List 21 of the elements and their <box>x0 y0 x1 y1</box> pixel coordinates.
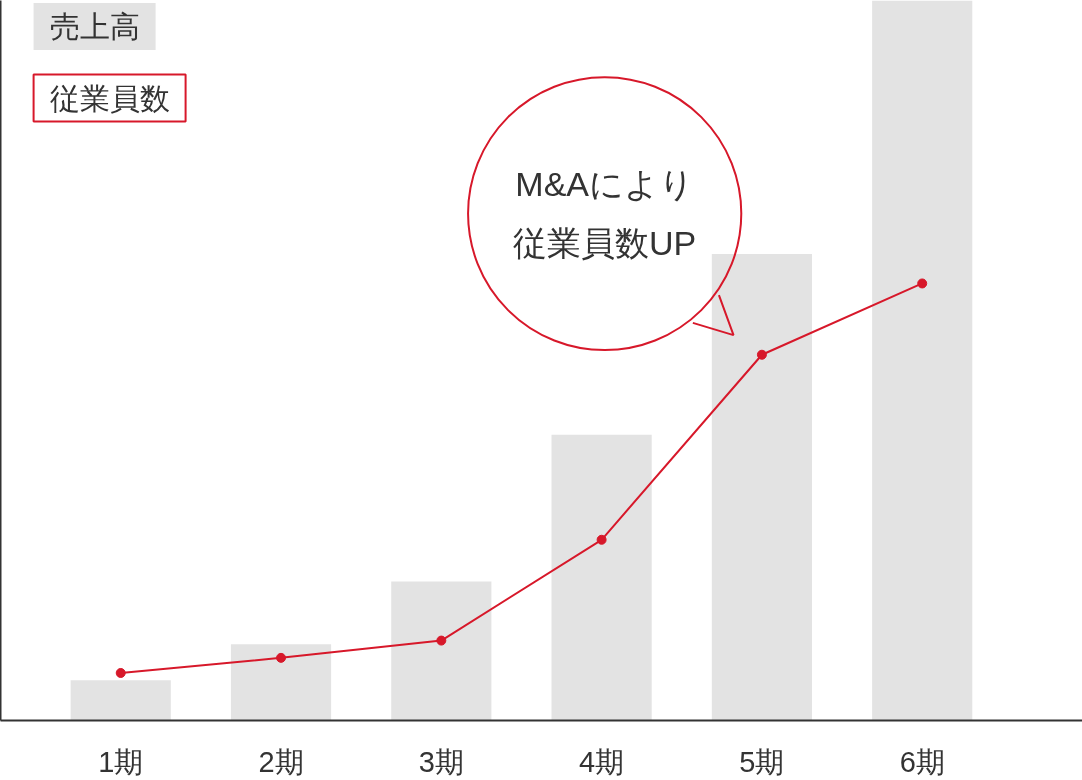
point <box>917 278 928 289</box>
bar <box>391 581 492 721</box>
bar <box>551 434 652 721</box>
x-tick-label: 3期 <box>418 745 464 778</box>
bar <box>70 680 171 721</box>
annotation: M&Aにより従業員数UP <box>513 165 697 263</box>
bar <box>872 0 973 721</box>
x-tick-label: 6期 <box>899 745 945 778</box>
text: 従業員数 <box>49 81 170 115</box>
point <box>596 534 607 545</box>
text: 売上高 <box>49 9 140 43</box>
point <box>436 635 447 646</box>
bar <box>711 253 812 721</box>
x-tick-label: 1期 <box>98 745 144 778</box>
point <box>115 667 126 678</box>
bar <box>230 644 332 721</box>
x-tick-label: 2期 <box>258 745 304 778</box>
point <box>276 652 287 663</box>
x-tick-label: 4期 <box>579 745 625 778</box>
x-tick-label: 5期 <box>739 745 785 778</box>
point <box>756 349 767 360</box>
